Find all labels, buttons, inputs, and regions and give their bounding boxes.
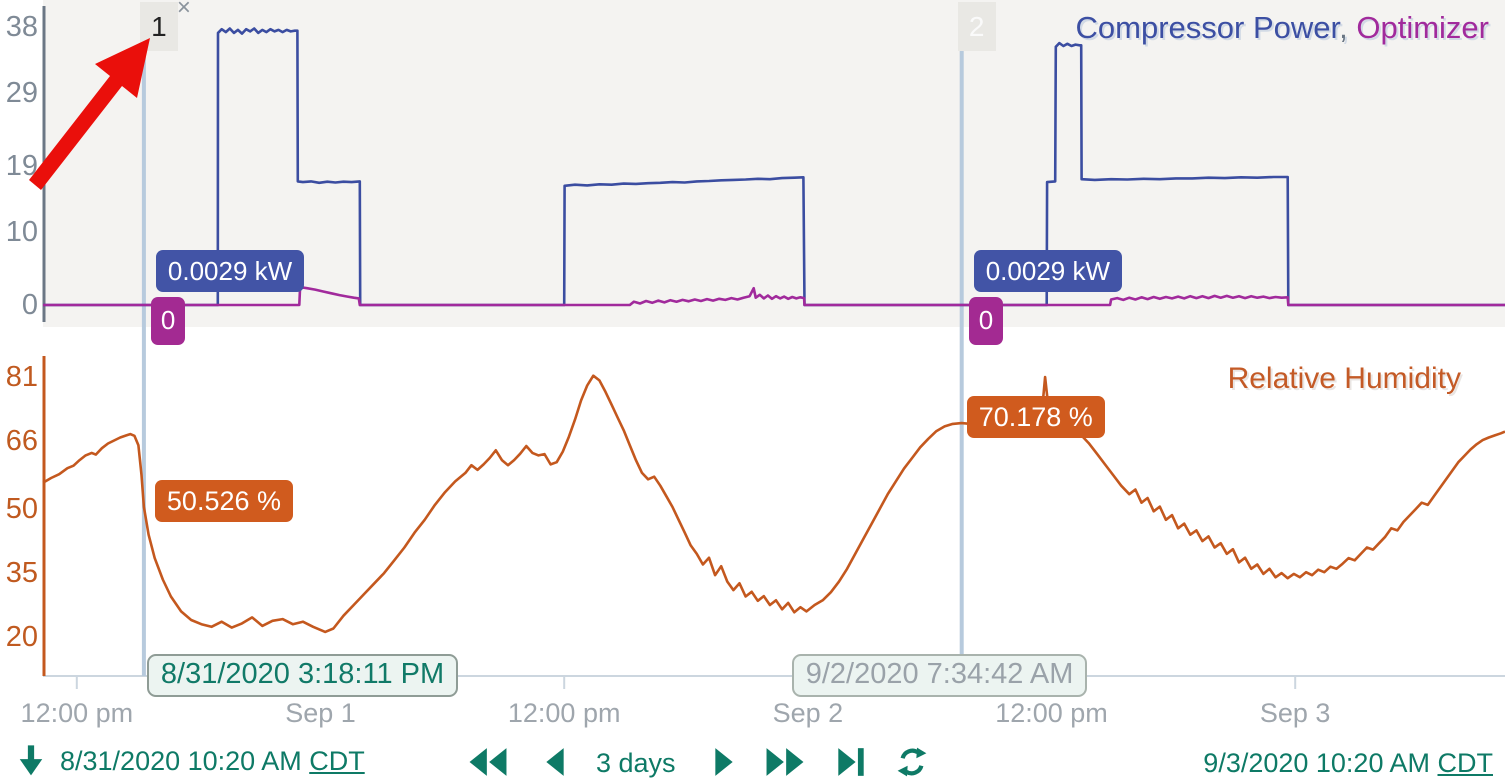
range-end-date: 9/3/2020 10:20 AM CDT xyxy=(1203,748,1494,778)
tick-label: Sep 1 xyxy=(285,698,356,728)
tick-label: 29 xyxy=(5,76,38,109)
timezone-link-start[interactable]: CDT xyxy=(309,745,365,776)
legend-compressor-power: Compressor Power xyxy=(1075,10,1340,45)
tick-label: 10 xyxy=(5,215,38,248)
tick-label: 12:00 pm xyxy=(20,698,134,728)
tick-label: 0 xyxy=(21,289,38,321)
skip-to-end-button[interactable] xyxy=(836,747,866,777)
tick-label: 12:00 pm xyxy=(507,698,621,728)
cursor-2-optimizer-value: 0 xyxy=(968,297,1004,345)
tick-label: 81 xyxy=(5,361,38,393)
tick-label: 19 xyxy=(5,150,38,182)
timezone-link-end[interactable]: CDT xyxy=(1437,748,1494,778)
tick-label: Sep 2 xyxy=(772,698,844,728)
cursor-2-compressor-value: 0.0029 kW xyxy=(973,250,1123,292)
tick-label: 38 xyxy=(5,11,38,43)
step-forward-button[interactable] xyxy=(712,747,736,777)
humidity-legend: Relative Humidity xyxy=(1227,362,1461,395)
cursor-1-handle[interactable]: 1 × xyxy=(139,0,191,51)
cursor-1-compressor-value: 0.0029 kW xyxy=(155,250,305,292)
download-icon[interactable] xyxy=(16,744,46,778)
tick-label: 50 xyxy=(5,493,38,526)
rewind-button[interactable] xyxy=(468,747,508,777)
range-start-date: 8/31/2020 10:20 AM CDT xyxy=(60,745,365,776)
step-back-button[interactable] xyxy=(543,747,567,777)
cursor-2-label: 2 xyxy=(968,10,985,42)
cursor-1-close-icon[interactable]: × xyxy=(176,0,191,21)
tick-label: 66 xyxy=(5,424,38,457)
tick-label: 20 xyxy=(5,621,38,653)
cursor-2-handle[interactable]: 2 xyxy=(957,2,996,51)
cursor-1-humidity-value: 50.526 % xyxy=(154,479,293,522)
cursor-1-label: 1 xyxy=(151,10,167,42)
legend-optimizer: Optimizer xyxy=(1356,10,1489,45)
power-legend: Compressor Power, Optimizer xyxy=(1075,10,1489,45)
cursor-1-timestamp[interactable]: 8/31/2020 3:18:11 PM xyxy=(146,654,459,697)
refresh-icon[interactable] xyxy=(897,747,927,777)
tick-label: 35 xyxy=(5,557,38,590)
cursor-2-timestamp[interactable]: 9/2/2020 7:34:42 AM xyxy=(791,654,1088,697)
cursor-2-humidity-value: 70.178 % xyxy=(966,396,1105,439)
tick-label: 12:00 pm xyxy=(995,698,1108,728)
tick-label: Sep 3 xyxy=(1259,698,1331,728)
fast-forward-button[interactable] xyxy=(765,747,805,777)
range-span-button[interactable]: 3 days xyxy=(596,748,676,778)
toolbar: 8/31/2020 10:20 AM CDT 3 days 9/3/2020 1… xyxy=(0,740,1505,784)
cursor-1-optimizer-value: 0 xyxy=(150,297,186,345)
